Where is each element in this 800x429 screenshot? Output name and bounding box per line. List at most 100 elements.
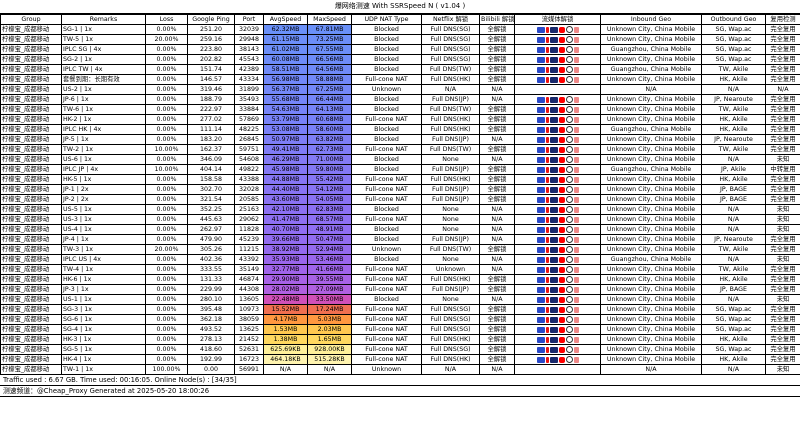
disney-plus-icon — [549, 326, 558, 333]
cell-netflix-: None — [421, 254, 480, 265]
abema-icon — [565, 26, 573, 33]
cell-port: 25163 — [234, 204, 264, 215]
cell-loss: 0.00% — [145, 94, 188, 105]
mio-tv-icon — [536, 46, 545, 53]
mio-tv-icon — [536, 96, 545, 103]
cell-bilibili-: 全解锁 — [479, 104, 515, 115]
pp-icon — [573, 146, 579, 153]
cell-inbound-geo: Unknown City, China Mobile — [600, 174, 702, 185]
cell-group: 柠檬宝_成都移动 — [0, 214, 62, 225]
netflix-icon — [545, 126, 549, 133]
cell-group: 柠檬宝_成都移动 — [0, 264, 62, 275]
cell-google-ping: 395.48 — [187, 304, 235, 315]
cell-: 完全复用 — [765, 24, 800, 35]
cell-netflix-: Full DNS(SG) — [421, 24, 480, 35]
cell-remarks: IPLC JP | 4x — [61, 164, 146, 175]
cell-remarks: HK-6 | 1x — [61, 274, 146, 285]
table-row: 柠檬宝_成都移动 SG-1 | 1x 0.00% 251.20 32039 62.32MB… — [0, 24, 800, 35]
cell-inbound-geo: Unknown City, China Mobile — [600, 184, 702, 195]
cell-bilibili-: 全解锁 — [479, 324, 515, 335]
cell-group: 柠檬宝_成都移动 — [0, 234, 62, 245]
cell-udp-nat-type: Full-cone NAT — [351, 344, 422, 355]
cell-loss: 0.00% — [145, 334, 188, 345]
cell-port: 29062 — [234, 214, 264, 225]
cell-udp-nat-type: Blocked — [351, 44, 422, 55]
cell-maxspeed: 5.03MB — [307, 314, 352, 325]
cell-inbound-geo: Guangzhou, China Mobile — [600, 64, 702, 75]
footer-channel: 测速频道：@Cheap_Proxy Generated at 2025-05-2… — [0, 386, 800, 397]
cell-google-ping: 222.97 — [187, 104, 235, 115]
cell-outbound-geo: JP, BAGE — [701, 184, 766, 195]
cell-inbound-geo: Guangzhou, China Mobile — [600, 254, 702, 265]
youtube-icon — [558, 356, 565, 363]
cell-avgspeed: 61.15MB — [263, 34, 308, 45]
cell-group: 柠檬宝_成都移动 — [0, 94, 62, 105]
pp-icon — [573, 246, 579, 253]
cell-google-ping: 262.97 — [187, 224, 235, 235]
abema-icon — [565, 256, 573, 263]
cell-netflix-: Full DNS(TW) — [421, 104, 480, 115]
cell-avgspeed: 50.97MB — [263, 134, 308, 145]
table-row: 柠檬宝_成都移动 JP-5 | 1x 0.00% 183.20 26845 50.97MB… — [0, 134, 800, 145]
cell-remarks: SG-5 | 1x — [61, 344, 146, 355]
cell-bilibili-: 全解锁 — [479, 334, 515, 345]
cell-udp-nat-type: Full-cone NAT — [351, 284, 422, 295]
disney-plus-icon — [549, 46, 558, 53]
cell-maxspeed: 17.24MB — [307, 304, 352, 315]
disney-plus-icon — [549, 136, 558, 143]
abema-icon — [565, 196, 573, 203]
youtube-icon — [558, 126, 565, 133]
abema-icon — [565, 76, 573, 83]
cell-group: 柠檬宝_成都移动 — [0, 274, 62, 285]
column-header: MaxSpeed — [307, 14, 352, 25]
cell-maxspeed: 48.91MB — [307, 224, 352, 235]
cell-outbound-geo: SG, Wap.ac — [701, 324, 766, 335]
cell-google-ping: 321.54 — [187, 194, 235, 205]
table-row: 柠檬宝_成都移动 US-4 | 1x 0.00% 262.97 11828 40.70MB… — [0, 224, 800, 235]
cell-inbound-geo: Unknown City, China Mobile — [600, 274, 702, 285]
cell-outbound-geo: TW, Akile — [701, 64, 766, 75]
cell-outbound-geo: TW, Akile — [701, 244, 766, 255]
cell-udp-nat-type: Full-cone NAT — [351, 264, 422, 275]
cell-maxspeed: 55.42MB — [307, 174, 352, 185]
cell-group: 柠檬宝_成都移动 — [0, 294, 62, 305]
column-header: Bilibili 解锁 — [479, 14, 515, 25]
cell-maxspeed: 54.12MB — [307, 184, 352, 195]
cell-bilibili-: 全解锁 — [479, 124, 515, 135]
table-row: 柠檬宝_成都移动 TW-6 | 1x 0.00% 222.97 33884 54.63MB… — [0, 104, 800, 115]
netflix-icon — [545, 206, 549, 213]
table-row: 柠檬宝_成都移动 SG-2 | 1x 0.00% 202.82 45543 60.08MB… — [0, 54, 800, 65]
abema-icon — [565, 116, 573, 123]
netflix-icon — [545, 216, 549, 223]
cell-google-ping: 202.82 — [187, 54, 235, 65]
cell-google-ping: 319.46 — [187, 84, 235, 95]
cell-inbound-geo: Unknown City, China Mobile — [600, 294, 702, 305]
youtube-icon — [558, 56, 565, 63]
cell-loss: 0.00% — [145, 324, 188, 335]
youtube-icon — [558, 26, 565, 33]
cell-port: 38143 — [234, 44, 264, 55]
cell-udp-nat-type: Blocked — [351, 204, 422, 215]
cell-outbound-geo: HK, Akile — [701, 274, 766, 285]
cell-outbound-geo: HK, Akile — [701, 124, 766, 135]
cell-group: 柠檬宝_成都移动 — [0, 44, 62, 55]
abema-icon — [565, 96, 573, 103]
cell-outbound-geo: JP, Nearoute — [701, 234, 766, 245]
pp-icon — [573, 116, 579, 123]
cell-bilibili-: 全解锁 — [479, 314, 515, 325]
disney-plus-icon — [549, 296, 558, 303]
cell-google-ping: 251.20 — [187, 24, 235, 35]
pp-icon — [573, 296, 579, 303]
streaming-icons-cell — [514, 234, 601, 245]
cell-outbound-geo: TW, Akile — [701, 144, 766, 155]
cell-udp-nat-type: Full-cone NAT — [351, 314, 422, 325]
cell-port: 48225 — [234, 124, 264, 135]
table-row: 柠檬宝_成都移动 IPLC JP | 4x 10.00% 404.14 49822 45.… — [0, 164, 800, 175]
cell-avgspeed: 54.63MB — [263, 104, 308, 115]
mio-tv-icon — [536, 316, 545, 323]
cell-group: 柠檬宝_成都移动 — [0, 104, 62, 115]
youtube-icon — [558, 36, 565, 43]
cell-google-ping: 352.25 — [187, 204, 235, 215]
cell-avgspeed: 35.93MB — [263, 254, 308, 265]
cell-avgspeed: 62.32MB — [263, 24, 308, 35]
